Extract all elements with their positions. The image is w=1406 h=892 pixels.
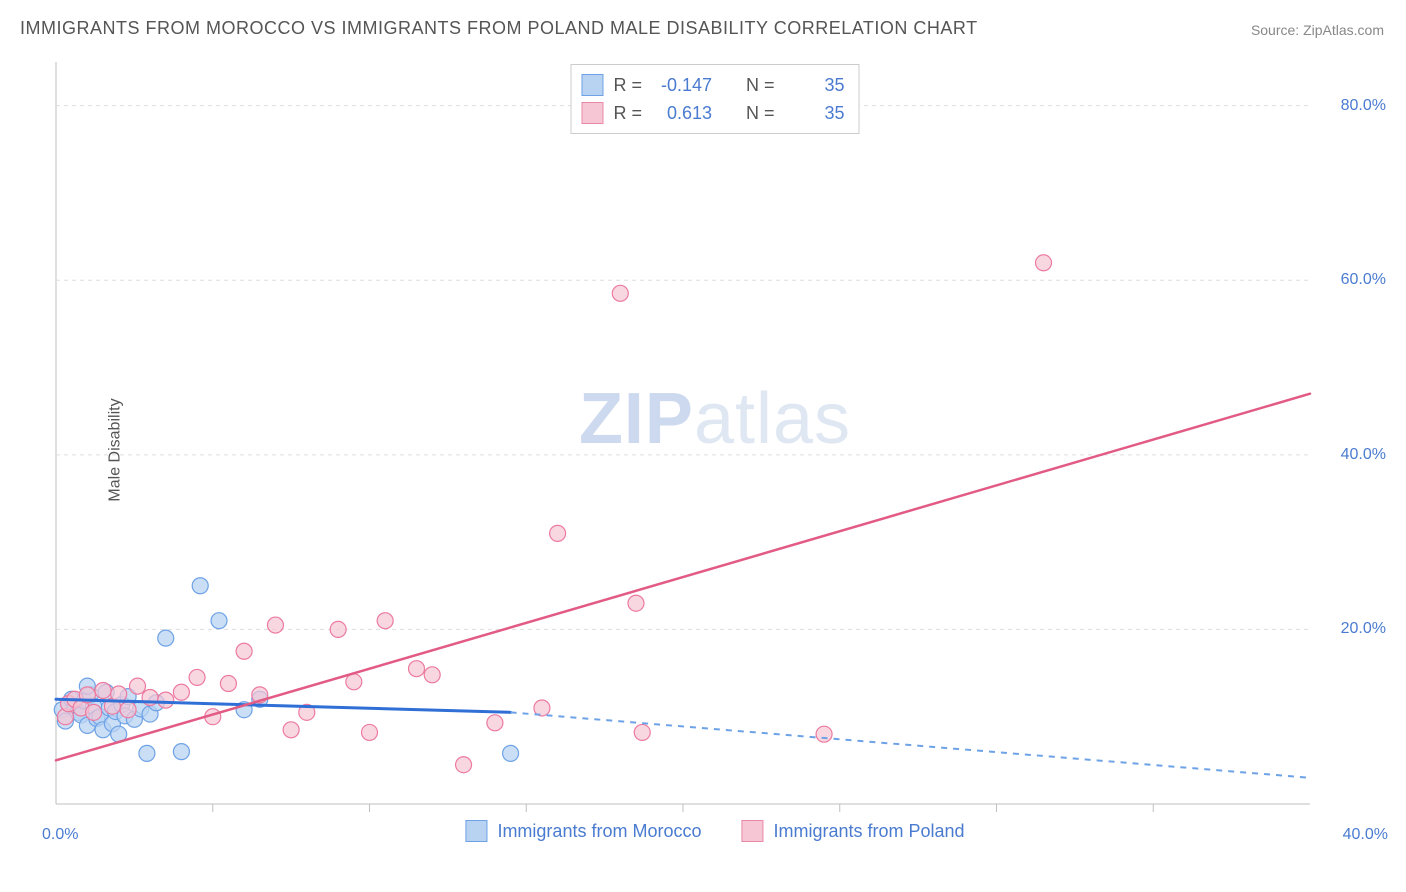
n-label: N = — [746, 99, 775, 127]
legend-item: Immigrants from Poland — [741, 820, 964, 842]
x-axis-tick-max: 40.0% — [1343, 826, 1388, 844]
n-label: N = — [746, 71, 775, 99]
chart-title: IMMIGRANTS FROM MOROCCO VS IMMIGRANTS FR… — [20, 18, 978, 39]
correlation-stats-box: R = -0.147 N = 35 R = 0.613 N = 35 — [570, 64, 859, 134]
n-value: 35 — [785, 71, 845, 99]
chart-plot-area: Male Disability ZIPatlas R =-0.147N =35R… — [50, 60, 1380, 840]
r-label: R = — [613, 71, 642, 99]
legend-swatch — [465, 820, 487, 842]
y-axis-tick-label: 40.0% — [1341, 446, 1386, 464]
chart-legend: Immigrants from Morocco Immigrants from P… — [465, 820, 964, 842]
y-axis-tick-label: 80.0% — [1341, 97, 1386, 115]
x-axis-tick-min: 0.0% — [42, 826, 78, 844]
legend-item: Immigrants from Morocco — [465, 820, 701, 842]
legend-label: Immigrants from Morocco — [497, 821, 701, 842]
y-axis-tick-label: 20.0% — [1341, 620, 1386, 638]
legend-swatch — [741, 820, 763, 842]
y-axis-tick-label: 60.0% — [1341, 271, 1386, 289]
source-credit: Source: ZipAtlas.com — [1251, 22, 1384, 38]
stats-row: R = -0.147 N = 35 — [581, 71, 844, 99]
y-axis-label: Male Disability — [107, 398, 125, 501]
series-swatch — [581, 74, 603, 96]
r-label: R = — [613, 99, 642, 127]
stats-row: R = 0.613 N = 35 — [581, 99, 844, 127]
series-swatch — [581, 102, 603, 124]
r-value: 0.613 — [652, 99, 712, 127]
r-value: -0.147 — [652, 71, 712, 99]
chart-svg — [50, 60, 1380, 840]
legend-label: Immigrants from Poland — [773, 821, 964, 842]
n-value: 35 — [785, 99, 845, 127]
